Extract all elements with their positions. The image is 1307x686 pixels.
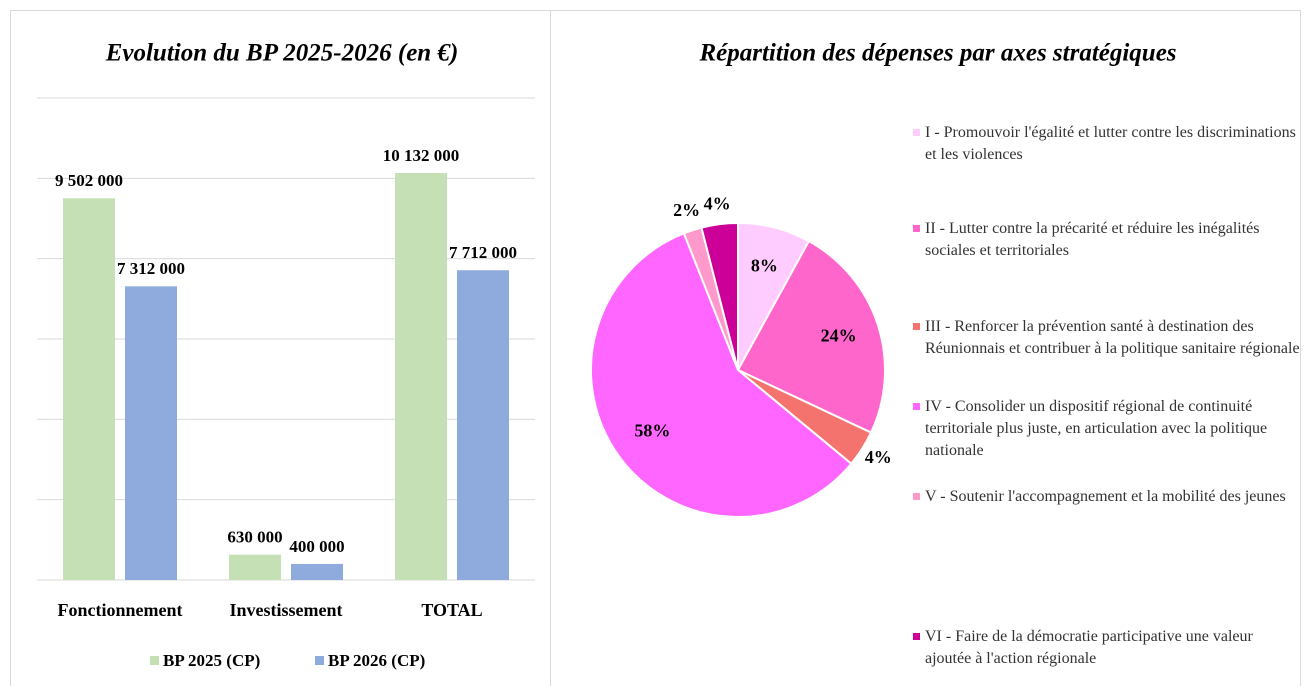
- legend-label: BP 2026 (CP): [328, 651, 425, 670]
- chart-title: Evolution du BP 2025-2026 (en €): [105, 40, 459, 67]
- legend-item: IV - Consolider un dispositif régional d…: [913, 396, 1300, 462]
- legend-item: VI - Faire de la démocratie participativ…: [913, 626, 1300, 670]
- bar: [457, 270, 509, 580]
- x-tick-label: TOTAL: [421, 600, 482, 620]
- data-label: 8%: [751, 256, 778, 276]
- legend-swatch: [913, 323, 920, 330]
- legend-swatch: [913, 129, 920, 136]
- pie-slice: [700, 221, 739, 371]
- legend-label: BP 2025 (CP): [163, 651, 260, 670]
- bar: [291, 563, 343, 580]
- data-label: 24%: [821, 325, 857, 345]
- legend-swatch: [315, 656, 324, 665]
- data-label: 2%: [673, 200, 700, 220]
- bar: [229, 554, 281, 580]
- legend-label: I - Promouvoir l'égalité et lutter contr…: [925, 124, 1296, 163]
- legend-swatch: [150, 656, 159, 665]
- data-label: 10 132 000: [383, 146, 460, 165]
- bar: [125, 286, 177, 580]
- legend-swatch: [913, 225, 920, 232]
- bar: [63, 198, 115, 580]
- data-label: 630 000: [227, 528, 282, 547]
- legend-label: IV - Consolider un dispositif régional d…: [925, 398, 1268, 459]
- legend-label: V - Soutenir l'accompagnement et la mobi…: [925, 488, 1286, 505]
- data-label: 4%: [704, 193, 731, 213]
- pie-slice: [736, 239, 886, 434]
- data-label: 400 000: [289, 537, 344, 556]
- legend-label: II - Lutter contre la précarité et rédui…: [925, 220, 1260, 259]
- pie-slice: [590, 232, 853, 518]
- data-label: 7 712 000: [449, 243, 517, 262]
- legend-label: VI - Faire de la démocratie participativ…: [925, 628, 1253, 667]
- x-tick-label: Investissement: [230, 600, 343, 620]
- legend-swatch: [913, 633, 920, 640]
- legend-item: III - Renforcer la prévention santé à de…: [913, 316, 1300, 360]
- legend-item: V - Soutenir l'accompagnement et la mobi…: [913, 486, 1300, 508]
- legend-item: II - Lutter contre la précarité et rédui…: [913, 218, 1300, 262]
- data-label: 7 312 000: [117, 259, 185, 278]
- legend-label: III - Renforcer la prévention santé à de…: [925, 318, 1300, 357]
- data-label: 9 502 000: [55, 171, 123, 190]
- data-label: 58%: [634, 420, 670, 440]
- x-tick-label: Fonctionnement: [58, 600, 183, 620]
- data-label: 4%: [865, 447, 892, 467]
- legend-item: I - Promouvoir l'égalité et lutter contr…: [913, 122, 1300, 166]
- panel-border: [550, 10, 1301, 686]
- bar: [395, 173, 447, 581]
- legend-swatch: [913, 493, 920, 500]
- chart-title: Répartition des dépenses par axes straté…: [698, 40, 1176, 67]
- legend-swatch: [913, 403, 920, 410]
